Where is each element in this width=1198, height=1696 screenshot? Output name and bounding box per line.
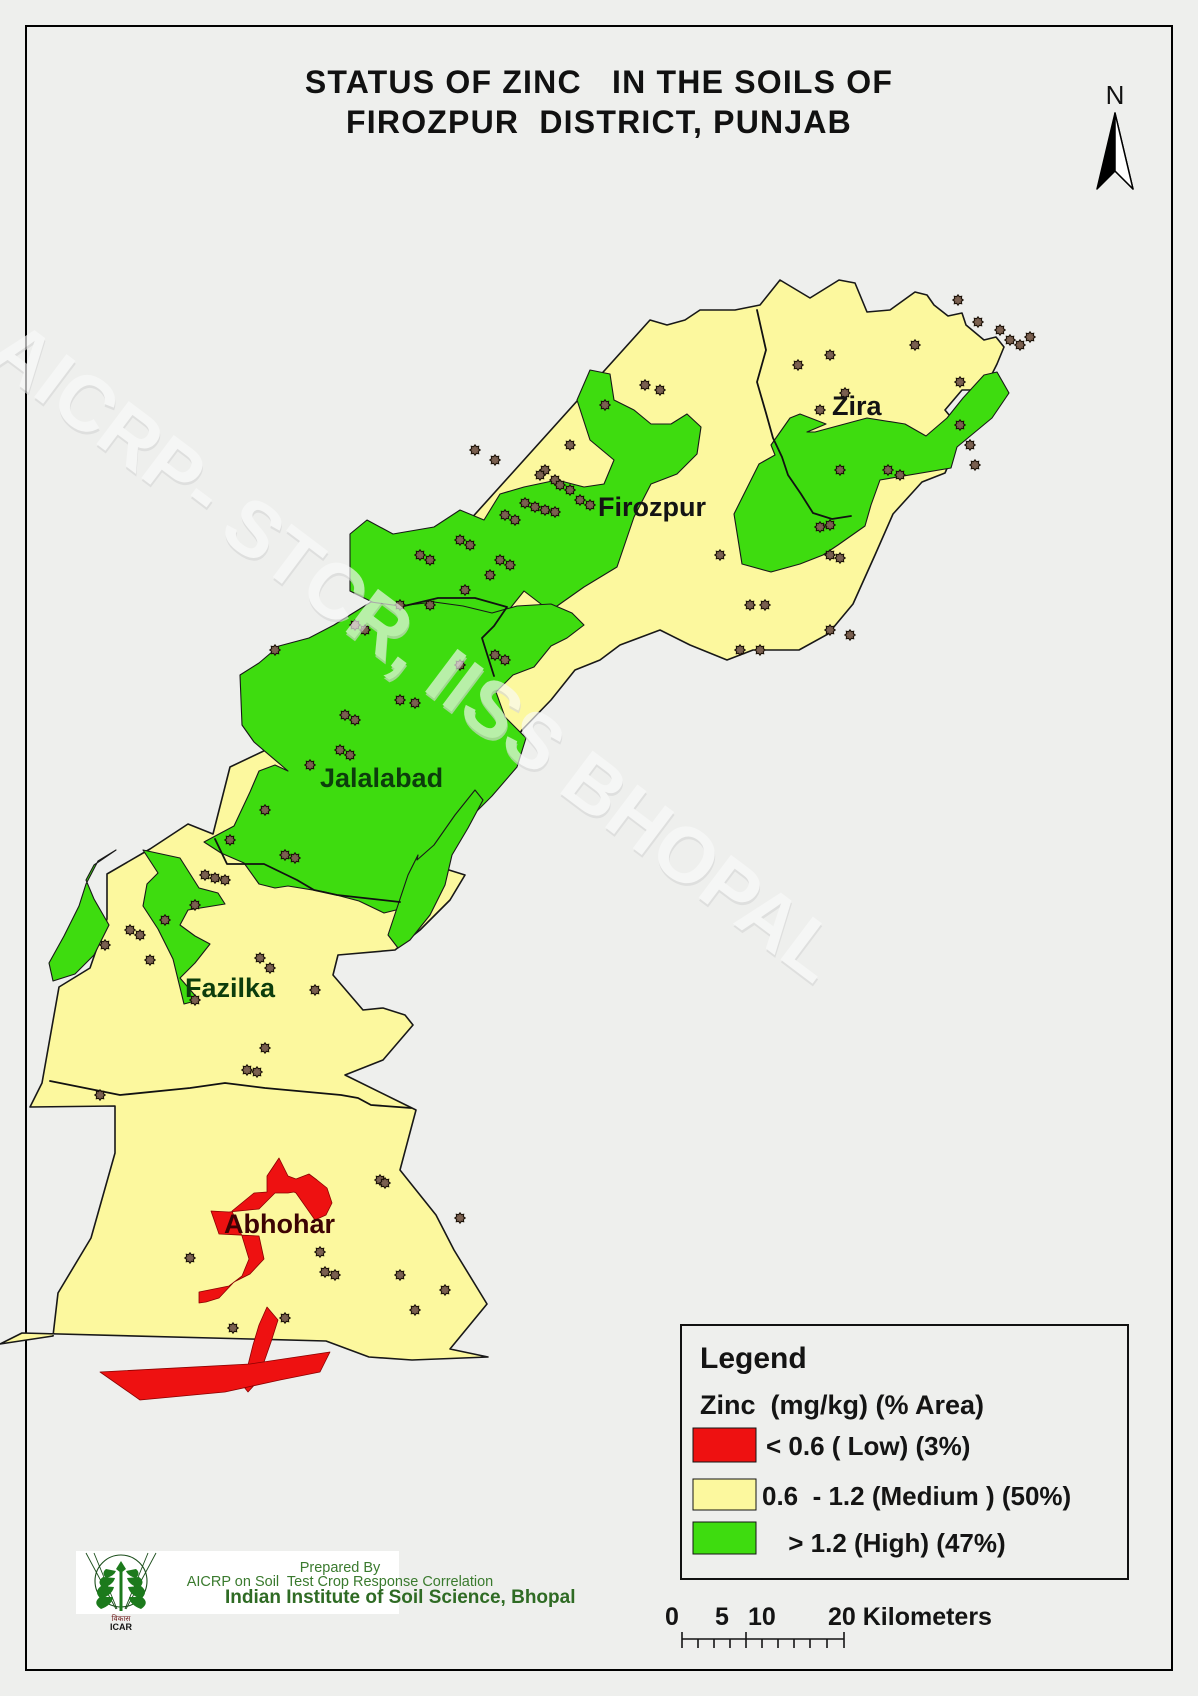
svg-text:> 1.2 (High) (47%): > 1.2 (High) (47%) (781, 1528, 1006, 1558)
svg-text:Jalalabad: Jalalabad (320, 763, 443, 793)
svg-text:0.6 - 1.2 (Medium ) (50%): 0.6 - 1.2 (Medium ) (50%) (762, 1481, 1071, 1511)
svg-text:Abhohar: Abhohar (224, 1209, 335, 1239)
svg-text:5: 5 (715, 1603, 729, 1631)
svg-text:10: 10 (748, 1603, 776, 1631)
svg-text:< 0.6 ( Low) (3%): < 0.6 ( Low) (3%) (766, 1431, 970, 1461)
svg-text:Zinc (mg/kg) (% Area): Zinc (mg/kg) (% Area) (700, 1390, 984, 1420)
svg-text:ICAR: ICAR (110, 1622, 132, 1632)
svg-text:Indian Institute of Soil Scien: Indian Institute of Soil Science, Bhopal (225, 1587, 575, 1608)
svg-text:Fazilka: Fazilka (185, 973, 276, 1003)
svg-text:Zira: Zira (832, 391, 883, 421)
svg-text:Legend: Legend (700, 1342, 807, 1375)
svg-text:Firozpur: Firozpur (598, 492, 706, 522)
svg-text:20 Kilometers: 20 Kilometers (828, 1603, 992, 1631)
svg-text:0: 0 (665, 1603, 679, 1631)
